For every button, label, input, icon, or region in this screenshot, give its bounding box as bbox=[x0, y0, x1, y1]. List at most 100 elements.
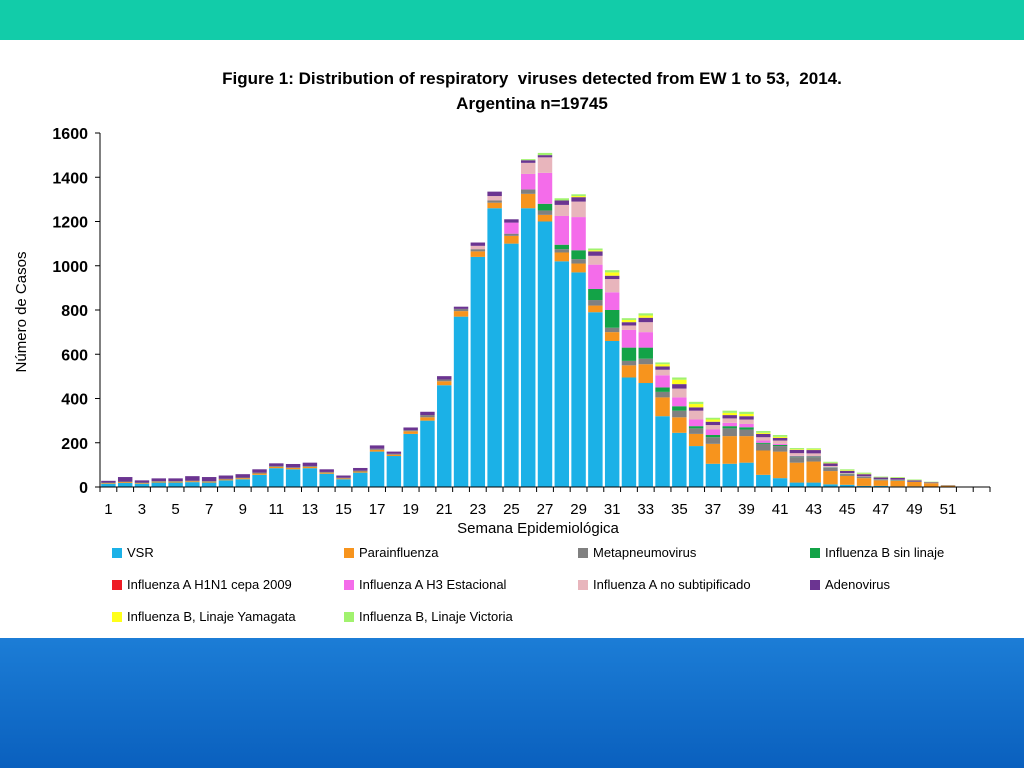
bar-segment bbox=[772, 451, 788, 479]
bar-segment bbox=[705, 435, 721, 438]
x-tick-label: 39 bbox=[738, 501, 755, 518]
y-tick-label: 0 bbox=[79, 480, 88, 497]
x-tick-label: 31 bbox=[604, 501, 621, 518]
bar-segment bbox=[907, 479, 922, 481]
bar-segment bbox=[621, 365, 637, 378]
bar-segment bbox=[688, 404, 704, 408]
bar-segment bbox=[588, 250, 603, 252]
bar-segment bbox=[134, 483, 150, 487]
bar-segment bbox=[588, 264, 603, 289]
x-tick-label: 37 bbox=[705, 501, 722, 518]
bar-segment bbox=[772, 478, 788, 487]
x-tick-label: 29 bbox=[570, 501, 587, 518]
bar-segment bbox=[604, 270, 620, 273]
bar-segment bbox=[806, 453, 821, 457]
bar-segment bbox=[554, 215, 570, 245]
bar-segment bbox=[302, 465, 318, 467]
bar-segment bbox=[520, 208, 536, 488]
bar-segment bbox=[151, 481, 166, 482]
legend-item: Parainfluenza bbox=[344, 545, 439, 560]
bar-segment bbox=[739, 427, 754, 430]
legend-label: Influenza A H1N1 cepa 2009 bbox=[127, 577, 292, 592]
legend-label: Adenovirus bbox=[825, 577, 891, 592]
bar-segment bbox=[873, 476, 889, 478]
bar-segment bbox=[856, 472, 872, 474]
bar-segment bbox=[655, 366, 670, 370]
y-tick-label: 1200 bbox=[52, 215, 88, 232]
bar-segment bbox=[101, 483, 116, 487]
bar-segment bbox=[369, 449, 385, 452]
bar-segment bbox=[840, 473, 855, 474]
bar-segment bbox=[487, 208, 502, 488]
bar-segment bbox=[101, 480, 116, 483]
bar-segment bbox=[537, 152, 553, 156]
bar-segment bbox=[537, 155, 553, 158]
bar-segment bbox=[907, 480, 922, 482]
bar-segment bbox=[285, 467, 301, 468]
bar-segment bbox=[487, 202, 502, 209]
bar-segment bbox=[772, 444, 788, 447]
bar-segment bbox=[537, 214, 553, 222]
bar-segment bbox=[772, 436, 788, 438]
bar-segment bbox=[571, 263, 586, 273]
bar-segment bbox=[756, 431, 771, 433]
bar-segment bbox=[823, 484, 838, 487]
x-tick-label: 41 bbox=[772, 501, 789, 518]
bar-segment bbox=[840, 469, 855, 471]
bar-segment bbox=[621, 377, 637, 487]
x-tick-label: 35 bbox=[671, 501, 688, 518]
bar-segment bbox=[336, 478, 351, 480]
bar-segment bbox=[739, 416, 754, 420]
bar-segment bbox=[185, 482, 200, 487]
legend-label: Influenza A H3 Estacional bbox=[359, 577, 507, 592]
bar-segment bbox=[772, 440, 788, 444]
bar-segment bbox=[756, 440, 771, 443]
bar-segment bbox=[604, 332, 620, 341]
x-tick-label: 51 bbox=[940, 501, 957, 518]
bar-segment bbox=[588, 300, 603, 306]
bar-segment bbox=[856, 478, 872, 486]
bar-segment bbox=[504, 233, 519, 236]
bar-segment bbox=[856, 485, 872, 487]
bar-segment bbox=[705, 421, 721, 426]
bar-segment bbox=[789, 456, 805, 458]
bar-segment bbox=[554, 204, 570, 216]
bar-segment bbox=[756, 442, 771, 444]
x-tick-label: 15 bbox=[335, 501, 352, 518]
bar-segment bbox=[201, 477, 217, 482]
bar-segment bbox=[369, 451, 385, 487]
chart-title: Figure 1: Distribution of respiratory vi… bbox=[222, 69, 842, 88]
bar-segment bbox=[520, 159, 536, 161]
bar-segment bbox=[873, 485, 889, 487]
bar-segment bbox=[739, 419, 754, 424]
bar-segment bbox=[537, 172, 553, 204]
bar-segment bbox=[453, 308, 469, 312]
bar-segment bbox=[235, 479, 250, 487]
bar-segment bbox=[588, 251, 603, 256]
x-tick-label: 7 bbox=[205, 501, 213, 518]
x-tick-labels: 1 3 5 7 9 11 13 15 17 19 21 23 25 27 29 31 33 35 37 39 41 43 4… bbox=[104, 501, 956, 518]
bar-segment bbox=[302, 468, 318, 487]
bar-segment bbox=[117, 482, 133, 484]
bar-segment bbox=[420, 417, 435, 421]
bar-segment bbox=[285, 467, 301, 470]
legend-label: Parainfluenza bbox=[359, 545, 439, 560]
bar-segment bbox=[588, 248, 603, 251]
bar-segment bbox=[655, 375, 670, 388]
bar-segment bbox=[369, 445, 385, 449]
bar-segment bbox=[907, 481, 922, 487]
bar-segment bbox=[470, 251, 486, 257]
x-tick-label: 49 bbox=[906, 501, 923, 518]
bar-segment bbox=[319, 472, 334, 474]
bar-segment bbox=[789, 453, 805, 456]
bar-segment bbox=[520, 160, 536, 163]
bar-segment bbox=[470, 256, 486, 487]
bar-segment bbox=[218, 479, 234, 481]
x-tick-label: 23 bbox=[469, 501, 486, 518]
bar-segment bbox=[420, 411, 435, 416]
bar-segment bbox=[873, 477, 889, 480]
bar-segment bbox=[638, 358, 653, 365]
bar-segment bbox=[672, 417, 687, 433]
bar-segment bbox=[218, 480, 234, 487]
bar-segment bbox=[705, 419, 721, 422]
